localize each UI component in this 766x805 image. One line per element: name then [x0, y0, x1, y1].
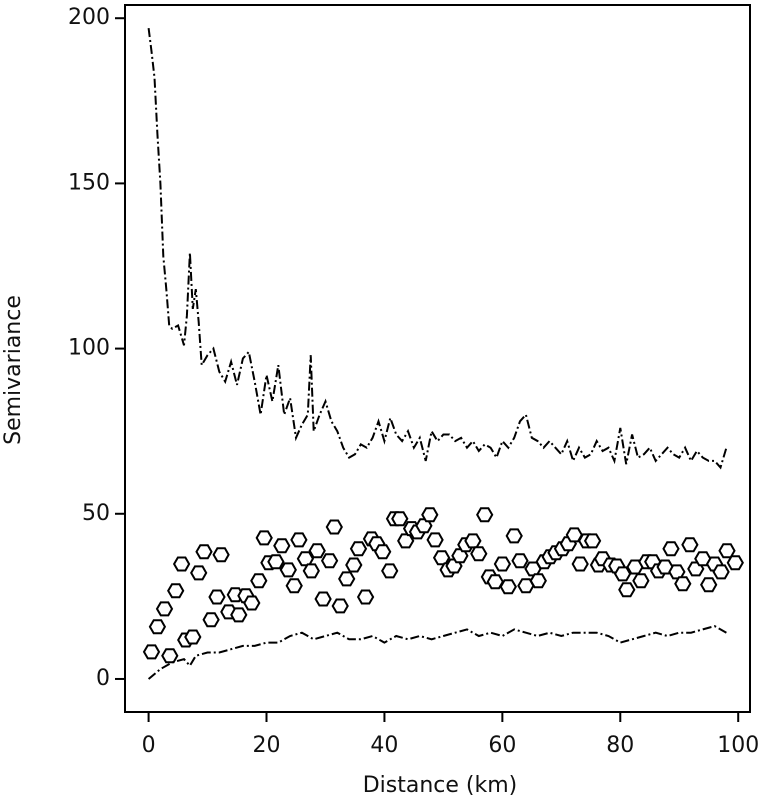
data-point: [190, 565, 208, 581]
data-point: [464, 533, 482, 549]
data-point: [674, 576, 692, 592]
x-tick-label: 80: [606, 733, 634, 758]
data-point: [273, 538, 291, 554]
data-point: [349, 541, 368, 557]
data-point: [243, 595, 261, 611]
data-point: [505, 528, 523, 544]
x-axis-title: Distance (km): [363, 773, 518, 798]
data-point: [470, 546, 488, 562]
data-point: [202, 612, 220, 628]
y-tick-label: 200: [68, 5, 110, 30]
y-tick-label: 150: [68, 170, 110, 195]
data-point: [712, 564, 730, 580]
envelope-line: [147, 27, 728, 470]
y-tick-label: 0: [96, 666, 110, 691]
envelope-line: [147, 625, 727, 680]
data-point: [167, 583, 185, 599]
data-point: [172, 556, 191, 572]
data-point: [230, 607, 248, 623]
data-point: [279, 562, 297, 578]
data-point: [583, 533, 602, 549]
data-point: [493, 556, 512, 572]
data-point: [486, 574, 504, 590]
data-point: [391, 511, 409, 527]
y-tick-label: 100: [68, 336, 110, 361]
data-point: [613, 566, 632, 582]
data-point: [565, 527, 583, 543]
y-axis-title: Semivariance: [1, 295, 26, 445]
data-point: [432, 550, 451, 566]
data-point: [499, 579, 517, 595]
y-tick-label: 50: [82, 501, 110, 526]
data-point: [314, 591, 332, 607]
data-point: [255, 530, 273, 546]
data-point: [285, 578, 303, 594]
data-point: [681, 537, 699, 553]
data-point: [517, 578, 535, 594]
data-point: [632, 573, 650, 589]
x-tick-label: 20: [253, 733, 281, 758]
data-point: [325, 519, 343, 535]
data-point: [529, 573, 547, 589]
data-point: [161, 648, 179, 664]
x-tick-label: 40: [370, 733, 398, 758]
data-point: [308, 543, 326, 559]
data-point: [345, 557, 363, 573]
data-point: [374, 544, 392, 560]
data-point: [142, 644, 161, 660]
data-point: [618, 582, 636, 598]
data-point: [302, 563, 320, 579]
x-tick-label: 60: [488, 733, 516, 758]
data-point: [148, 619, 167, 635]
plot-frame: [124, 4, 751, 713]
data-point: [212, 547, 230, 563]
data-point: [250, 573, 268, 589]
data-point: [356, 589, 375, 605]
data-point: [208, 589, 226, 605]
data-point: [656, 559, 674, 575]
data-point: [511, 553, 529, 569]
data-point: [195, 544, 213, 560]
data-point: [331, 598, 349, 614]
data-point: [397, 533, 415, 549]
x-tick-label: 100: [717, 733, 759, 758]
data-point: [662, 541, 680, 557]
data-point: [381, 563, 399, 579]
data-point: [338, 571, 356, 587]
data-point: [421, 507, 439, 523]
data-point: [267, 554, 285, 570]
data-point: [290, 532, 308, 548]
data-point: [571, 556, 589, 572]
data-point: [694, 551, 712, 567]
data-point: [476, 507, 494, 523]
data-point: [726, 555, 744, 571]
data-point: [184, 629, 202, 645]
data-point: [700, 577, 718, 593]
data-point: [155, 601, 174, 617]
data-point: [426, 532, 444, 548]
x-tick-label: 0: [142, 733, 156, 758]
data-point: [320, 553, 339, 569]
